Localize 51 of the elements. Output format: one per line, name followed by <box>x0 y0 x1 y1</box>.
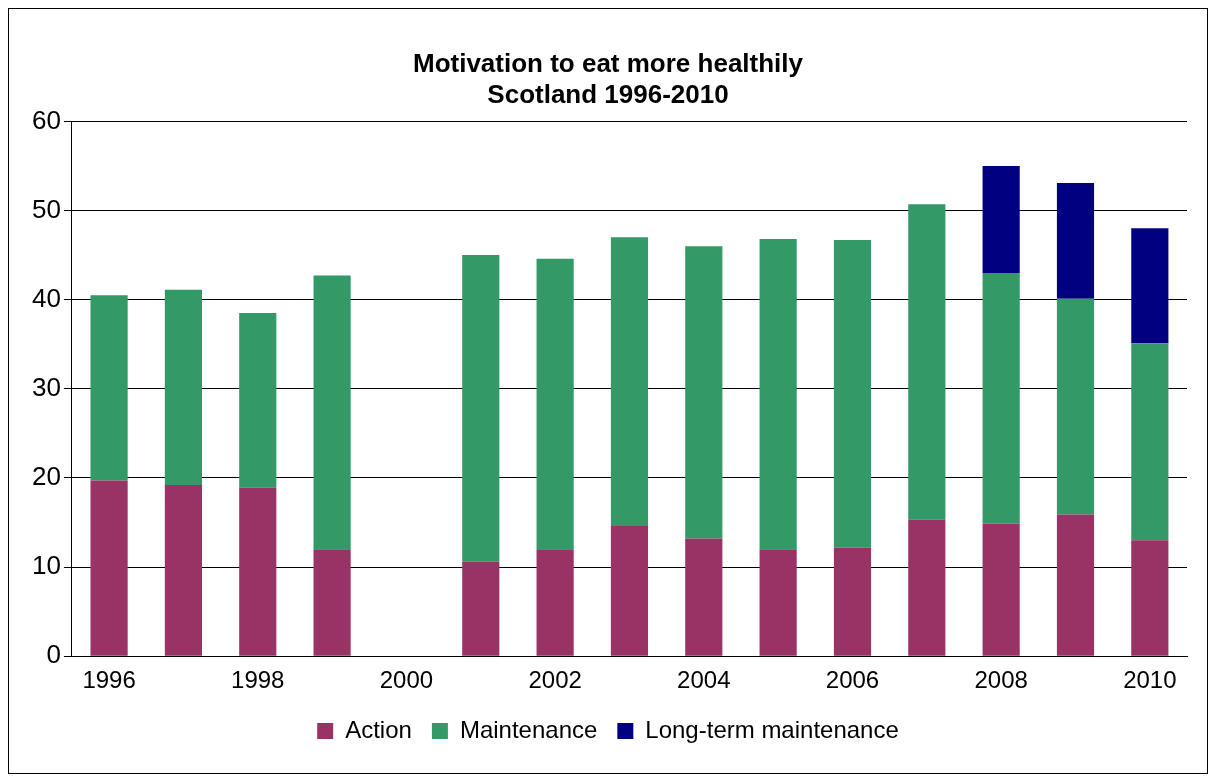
bar <box>1056 182 1095 299</box>
y-tick-label: 50 <box>32 193 61 224</box>
bar <box>833 547 872 656</box>
y-tick-label: 30 <box>32 371 61 402</box>
bar <box>759 549 797 656</box>
bar <box>685 246 723 539</box>
bar <box>164 485 203 656</box>
x-tick-label: 2002 <box>528 666 582 694</box>
bar <box>313 549 351 656</box>
bar <box>462 561 500 656</box>
x-tick-label: 1996 <box>82 666 136 694</box>
bar <box>982 165 1020 273</box>
x-tick-label: 2004 <box>677 666 731 694</box>
y-tick-label: 40 <box>32 282 61 313</box>
bar <box>1131 540 1169 656</box>
chart-title: Motivation to eat more healthily <box>412 47 804 78</box>
bar <box>313 275 351 550</box>
bar <box>982 523 1020 656</box>
bar <box>462 255 500 562</box>
bar <box>90 480 128 656</box>
bar <box>164 289 203 486</box>
bar <box>1131 343 1169 541</box>
y-tick-label: 0 <box>46 639 61 670</box>
bar <box>536 549 574 656</box>
bar <box>685 538 723 656</box>
bar <box>239 487 277 656</box>
y-tick-label: 60 <box>32 104 61 135</box>
bar <box>239 313 277 488</box>
bar <box>536 258 574 550</box>
bar <box>1131 228 1169 344</box>
bar <box>759 239 797 550</box>
bar <box>1056 298 1095 515</box>
bar <box>1056 514 1095 656</box>
bar <box>90 295 128 481</box>
bar <box>610 237 649 527</box>
bar <box>833 239 872 548</box>
bar <box>982 272 1020 524</box>
x-tick-label: 1998 <box>231 666 285 694</box>
legend-label: Action <box>345 715 412 743</box>
chart-subtitle: Scotland 1996-2010 <box>487 78 729 109</box>
y-tick-label: 20 <box>32 461 61 492</box>
legend-label: Long-term maintenance <box>645 715 899 743</box>
x-tick-label: 2008 <box>974 666 1028 694</box>
bar <box>908 204 946 520</box>
x-tick-label: 2000 <box>379 666 434 694</box>
legend-label: Maintenance <box>459 715 598 743</box>
x-tick-label: 2010 <box>1123 666 1177 694</box>
x-tick-label: 2006 <box>825 666 880 694</box>
bar <box>610 526 649 656</box>
y-tick-label: 10 <box>32 550 61 581</box>
bar <box>908 519 946 656</box>
